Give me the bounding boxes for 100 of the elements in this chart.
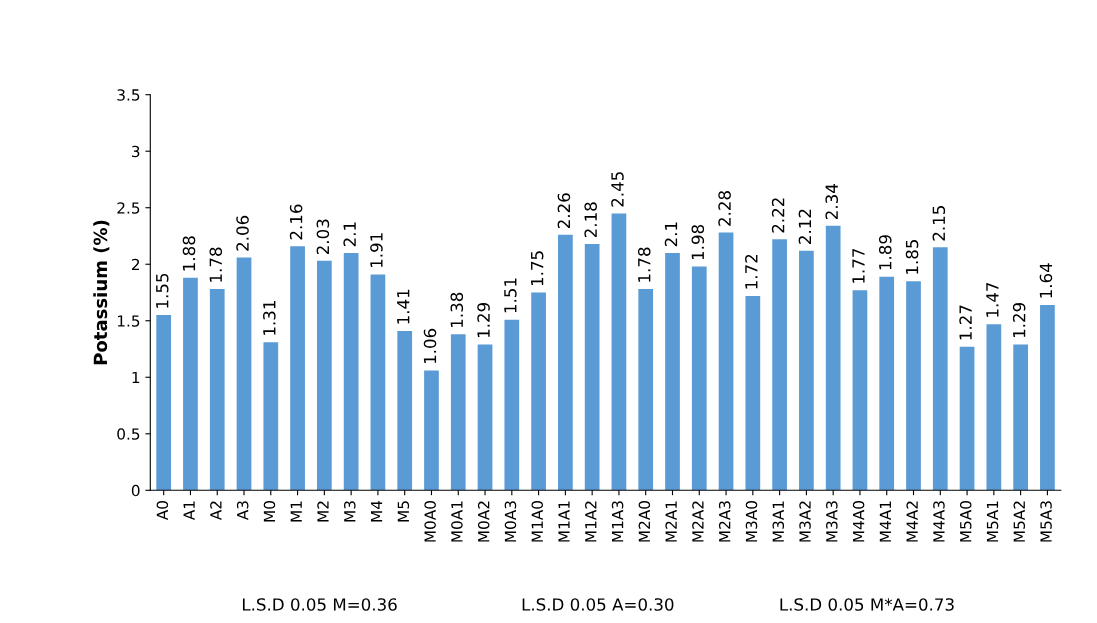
data-label: 2.1 — [343, 222, 356, 247]
text: L.S.D 0.05 M*A=0.73 — [780, 598, 954, 611]
bar — [691, 266, 707, 491]
x-tick-label: M0A0 — [424, 501, 436, 542]
text: L.S.D 0.05 A=0.30 — [522, 598, 674, 611]
x-tick-label: M2A2 — [692, 501, 704, 542]
data-label: 1.98 — [691, 224, 705, 260]
bar — [745, 295, 761, 491]
data-label: 1.77 — [852, 249, 865, 283]
x-tick-label: M2 — [317, 501, 329, 522]
bar — [718, 232, 734, 491]
bar — [772, 239, 787, 491]
bar — [986, 324, 1002, 491]
x-tick-label: M5A2 — [1013, 501, 1026, 542]
bar — [424, 370, 439, 491]
data-label: 2.26 — [557, 193, 571, 229]
x-tick-label: M5A0 — [959, 501, 972, 542]
data-label: 2.15 — [932, 206, 946, 241]
bar — [1013, 344, 1028, 491]
bar — [531, 292, 546, 491]
x-tick-label: M0 — [263, 501, 276, 522]
data-label: 1.47 — [986, 282, 999, 317]
bar — [316, 260, 332, 491]
data-label: 2.03 — [316, 219, 330, 255]
data-label: 2.34 — [825, 184, 839, 220]
x-tick-label: M5A1 — [986, 501, 999, 542]
data-label: 1.78 — [637, 247, 651, 282]
x-tick-label: M1A3 — [611, 501, 624, 542]
bar — [799, 250, 814, 491]
data-label: 2.06 — [236, 215, 249, 251]
bar — [959, 346, 975, 491]
data-label: 1.88 — [182, 236, 196, 271]
bar — [638, 289, 654, 491]
data-label: 1.85 — [905, 239, 919, 274]
bar — [584, 243, 600, 491]
data-label: 2.18 — [584, 202, 597, 238]
y-tick-label: 1 — [132, 371, 140, 384]
data-label: 1.38 — [450, 292, 464, 327]
data-label: 1.41 — [397, 289, 410, 324]
x-tick-label: M2A3 — [718, 501, 731, 542]
bar — [477, 344, 493, 491]
x-tick-label: M4A3 — [933, 501, 945, 542]
bar — [183, 277, 198, 491]
x-tick-label: M0A1 — [451, 501, 463, 542]
data-label: 1.75 — [531, 251, 544, 286]
bar — [209, 289, 225, 491]
x-tick-label: M1 — [290, 501, 302, 522]
y-tick-label: 1.5 — [117, 315, 140, 327]
x-tick-label: M3A1 — [772, 501, 785, 542]
bar — [343, 252, 359, 491]
bar — [665, 252, 680, 491]
bar — [290, 246, 305, 491]
data-label: 1.55 — [156, 273, 169, 308]
x-tick-label: A3 — [236, 501, 249, 521]
x-tick-label: M1A2 — [585, 501, 597, 542]
x-tick-label: M5A3 — [1040, 501, 1052, 542]
x-tick-label: M4A1 — [879, 501, 891, 542]
x-tick-label: A0 — [156, 501, 169, 521]
x-tick-label: M1A0 — [531, 501, 544, 542]
x-tick-label: M0A2 — [477, 501, 490, 542]
data-label: 1.06 — [423, 328, 437, 364]
x-tick-label: M5 — [397, 501, 410, 522]
data-label: 2.1 — [664, 222, 678, 247]
x-tick-label: M3A2 — [799, 501, 811, 542]
data-label: 2.22 — [771, 198, 785, 233]
data-label: 1.27 — [959, 305, 972, 340]
bar — [932, 247, 948, 491]
x-tick-label: M3A0 — [745, 501, 758, 542]
data-label: 1.51 — [504, 278, 517, 313]
x-tick-label: M4A0 — [852, 501, 865, 542]
data-label: 1.29 — [1012, 303, 1026, 338]
bar — [1040, 304, 1055, 491]
data-label: 1.31 — [263, 301, 276, 335]
bar — [504, 319, 520, 491]
data-label: 1.89 — [878, 235, 892, 270]
data-label: 1.29 — [477, 303, 490, 338]
y-tick-label: 2.5 — [117, 202, 140, 214]
bar — [558, 234, 573, 491]
bar — [852, 290, 868, 491]
data-label: 1.64 — [1039, 263, 1053, 298]
data-label: 2.28 — [718, 191, 731, 226]
x-tick-label: M2A0 — [638, 501, 651, 542]
data-label: 1.72 — [745, 254, 758, 289]
data-label: 2.12 — [798, 209, 811, 244]
y-tick-label: 0 — [131, 484, 140, 497]
y-tick-label: 3.5 — [117, 89, 140, 101]
data-label: 1.78 — [209, 247, 223, 282]
x-tick-label: A2 — [210, 501, 222, 521]
bar — [370, 274, 386, 491]
x-tick-label: M1A1 — [558, 501, 570, 542]
data-label: 2.45 — [611, 172, 624, 207]
bar — [450, 334, 466, 491]
x-tick-label: M3 — [344, 501, 356, 522]
x-tick-label: M0A3 — [504, 501, 517, 542]
bar — [611, 213, 627, 491]
bar — [825, 225, 841, 491]
bar — [236, 257, 252, 491]
data-label: 2.16 — [289, 204, 303, 240]
x-tick-label: M2A1 — [665, 501, 677, 542]
x-tick-label: A1 — [183, 501, 195, 521]
